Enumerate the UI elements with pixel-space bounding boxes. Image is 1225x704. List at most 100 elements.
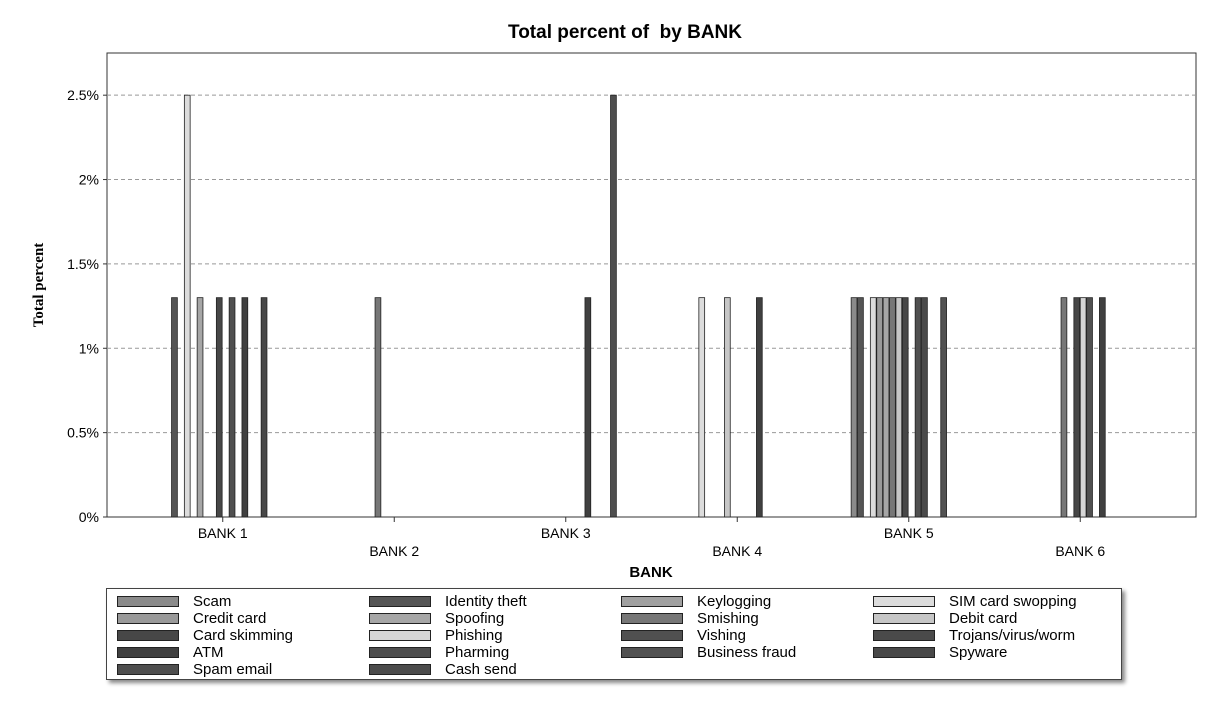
bar-bank-5-vishing	[914, 297, 922, 518]
x-tick-label: BANK 2	[369, 543, 419, 559]
legend-swatch	[621, 613, 683, 624]
legend-swatch	[621, 647, 683, 658]
legend-item: Trojans/virus/worm	[873, 627, 1125, 644]
legend-item: Business fraud	[621, 644, 873, 661]
legend-label: Scam	[193, 593, 232, 610]
bar-bank-5-identity-theft	[857, 297, 864, 518]
bar-bank-5-smishing	[889, 297, 896, 518]
y-tick-label: 1.5%	[67, 256, 99, 272]
bar-bank-5-spoofing	[882, 297, 890, 518]
legend-label: Card skimming	[193, 627, 294, 644]
bar-bank-6-smishing	[1060, 297, 1068, 518]
bar-bank-3-spam-email	[610, 94, 617, 518]
legend-swatch	[117, 596, 179, 607]
y-tick-label: 2.5%	[67, 87, 99, 103]
legend-item: Credit card	[117, 610, 369, 627]
legend-item: Card skimming	[117, 627, 369, 644]
x-tick-label: BANK 3	[541, 525, 591, 541]
legend-label: Credit card	[193, 610, 267, 627]
legend-item: Smishing	[621, 610, 873, 627]
legend-grid: Scam Identity theft Keylogging SIM card swo…	[117, 593, 1125, 678]
legend-item: Debit card	[873, 610, 1125, 627]
x-axis-label: BANK	[629, 564, 672, 581]
x-tick-label: BANK 6	[1055, 543, 1105, 559]
bar-bank-1-vishing	[228, 297, 236, 518]
bar-bank-5-credit-card	[876, 297, 883, 518]
legend-label: Phishing	[445, 627, 503, 644]
bar-bank-4-debit-card	[724, 297, 731, 518]
y-tick-label: 1%	[79, 340, 99, 356]
x-tick-label: BANK 5	[884, 525, 934, 541]
legend-swatch	[117, 647, 179, 658]
legend-label: Keylogging	[697, 593, 772, 610]
bar-bank-3-atm	[584, 297, 592, 518]
legend-swatch	[369, 664, 431, 675]
bar-bank-1-spoofing	[196, 297, 204, 518]
bar-bank-6-card-skimming	[1073, 297, 1081, 518]
chart-title: Total percent of by BANK	[508, 22, 742, 43]
legend-swatch	[873, 647, 935, 658]
bar-bank-2-smishing	[374, 297, 382, 518]
bar-bank-6-vishing	[1086, 297, 1093, 518]
y-tick-label: 0.5%	[67, 425, 99, 441]
legend-label: Identity theft	[445, 593, 527, 610]
bar-bank-5-business-fraud	[940, 297, 947, 518]
legend-item: Vishing	[621, 627, 873, 644]
x-tick-label: BANK 1	[198, 525, 248, 541]
bar-bank-1-identity-theft	[171, 297, 178, 518]
legend-label: Trojans/virus/worm	[949, 627, 1076, 644]
bar-bank-1-sim-card-swopping	[183, 94, 191, 518]
legend-label: Pharming	[445, 644, 510, 661]
legend-item: SIM card swopping	[873, 593, 1125, 610]
bar-bank-1-card-skimming	[215, 297, 223, 518]
legend-swatch	[369, 630, 431, 641]
legend-swatch	[873, 596, 935, 607]
legend-item: Pharming	[369, 644, 621, 661]
bar-bank-1-spyware	[260, 297, 268, 518]
legend-item: Keylogging	[621, 593, 873, 610]
y-axis-ticks: 0% 0.5% 1% 1.5% 2% 2.5%	[67, 87, 107, 525]
legend-swatch	[873, 630, 935, 641]
legend-label: Spam email	[193, 661, 273, 678]
legend-item: Phishing	[369, 627, 621, 644]
bar-bank-5-card-skimming	[901, 297, 909, 518]
legend-label: Vishing	[697, 627, 746, 644]
legend-label: SIM card swopping	[949, 593, 1077, 610]
legend-swatch	[117, 664, 179, 675]
bar-bank-6-atm	[1099, 297, 1106, 518]
legend-item: ATM	[117, 644, 369, 661]
bar-bank-5-debit-card	[895, 297, 903, 518]
bar-bank-4-sim-card-swopping	[698, 297, 706, 518]
y-axis-label: Total percent	[31, 243, 47, 328]
legend-item: Identity theft	[369, 593, 621, 610]
legend-swatch	[369, 647, 431, 658]
bar-bank-5-sim-card-swopping	[869, 297, 877, 518]
legend-swatch	[621, 596, 683, 607]
legend-label: Debit card	[949, 610, 1018, 627]
plot-area	[106, 52, 1197, 518]
legend-label: Smishing	[697, 610, 759, 627]
x-tick-label: BANK 4	[712, 543, 762, 559]
legend-label: Cash send	[445, 661, 517, 678]
legend-swatch	[369, 596, 431, 607]
legend-label: ATM	[193, 644, 224, 661]
bar-bank-6-phishing	[1079, 297, 1087, 518]
bar-bank-1-atm	[241, 297, 249, 518]
legend-label: Spyware	[949, 644, 1008, 661]
legend-swatch	[117, 630, 179, 641]
bar-bank-5-trojans-virus-worm	[921, 297, 928, 518]
bar-bank-4-atm	[756, 297, 763, 518]
legend-item: Spam email	[117, 661, 369, 678]
legend-item: Spyware	[873, 644, 1125, 661]
x-axis-ticks: BANK 1 BANK 2 BANK 3 BANK 4 BANK 5 BANK 6	[198, 517, 1105, 559]
y-tick-label: 2%	[79, 172, 99, 188]
legend-item: Scam	[117, 593, 369, 610]
legend-swatch	[621, 630, 683, 641]
legend-swatch	[369, 613, 431, 624]
bar-bank-5-scam	[850, 297, 858, 518]
legend-swatch	[117, 613, 179, 624]
legend-label: Business fraud	[697, 644, 797, 661]
y-tick-label: 0%	[79, 509, 99, 525]
bars	[171, 94, 1106, 518]
